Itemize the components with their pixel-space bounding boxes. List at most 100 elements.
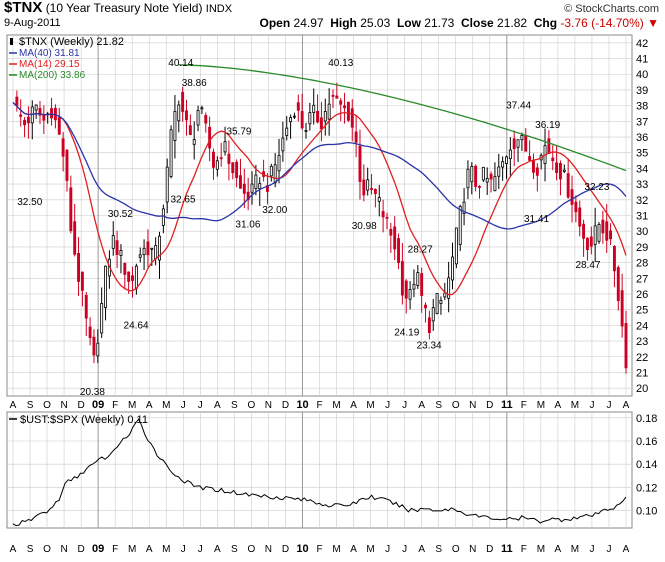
price-candle-body [146,241,150,256]
ratio-panel: 0.100.120.140.160.18A S O N D 09 F M A M J J A S O N D 10… [6,411,657,555]
price-candle-body [605,221,609,241]
price-annotation: 24.19 [394,327,419,338]
price-annotation: 32.23 [584,182,609,193]
price-x-month-label: J [402,400,407,411]
price-x-month-label: F [521,400,527,411]
price-candle-body [15,96,19,106]
price-candle-body [466,168,470,189]
price-y-tick-label: 32 [636,195,648,207]
price-candle-body [227,153,231,164]
price-candle-body [612,246,616,272]
price-candle-body [19,114,23,117]
price-x-month-label: S [231,400,238,411]
price-annotation: 35.79 [226,126,251,137]
price-candle-body [316,110,320,123]
price-candle-body [323,111,327,122]
ratio-y-tick-label: 0.14 [636,459,657,471]
price-candle-body [289,117,293,123]
price-candle-body [38,108,42,116]
price-candle-body [88,326,92,339]
ratio-x-month-label: M [332,544,340,555]
price-candle-body [439,299,443,304]
price-candle-body [188,125,192,136]
price-candle-body [154,245,158,260]
price-candle-body [616,267,620,302]
price-x-month-label: D [77,400,84,411]
price-candle-body [235,161,239,179]
price-candle-body [377,197,381,202]
ratio-x-month-label: J [198,544,203,555]
price-y-tick-label: 25 [636,305,648,317]
price-candle-body [96,342,100,357]
price-candle-body [300,111,304,129]
ratio-x-month-label: A [350,544,357,555]
price-candle-body [481,166,485,181]
price-candle-body [520,135,524,141]
price-candle-body [335,95,339,99]
price-candle-body [485,177,489,183]
price-y-tick-label: 24 [636,320,648,332]
ratio-x-month-label: M [162,544,170,555]
ma200-line [178,64,627,172]
open-value: 24.97 [293,16,324,30]
price-candle-body [420,273,424,296]
price-candle-body [512,138,516,150]
chg-value: -3.76 (-14.70%) [560,16,644,30]
price-x-month-label: D [282,400,289,411]
price-candle-body [219,157,223,160]
price-x-month-label: J [198,400,203,411]
price-candle-body [535,167,539,176]
price-annotation: 28.27 [408,244,433,255]
price-candle-body [389,228,393,236]
price-x-month-label: O [452,400,460,411]
price-candle-body [177,104,181,122]
price-candle-body [69,187,73,232]
price-x-month-label: 11 [501,399,513,411]
ratio-x-month-label: J [589,544,594,555]
legend-candle-swatch [10,38,13,45]
price-candle-body [404,280,408,299]
price-candle-body [173,111,177,141]
price-x-month-label: M [366,400,374,411]
price-candle-body [370,188,374,190]
price-candle-body [501,161,505,168]
price-candle-body [84,294,88,319]
low-value: 21.73 [424,16,455,30]
price-candle-body [308,112,312,125]
price-candle-body [111,235,115,249]
chg-label: Chg [533,16,558,30]
price-y-tick-label: 41 [636,54,648,66]
price-x-month-label: M [537,400,545,411]
price-candle-body [65,149,69,181]
price-x-month-label: 10 [296,399,308,411]
price-annotation: 38.86 [182,78,207,89]
price-y-tick-label: 31 [636,211,648,223]
price-candle-body [458,205,462,245]
price-candle-body [169,129,173,177]
ratio-y-tick-label: 0.12 [636,482,657,494]
price-annotation: 32.00 [262,205,287,216]
ratio-x-month-label: A [623,544,630,555]
price-candle-body [73,221,77,255]
ratio-x-month-label: M [571,544,579,555]
ratio-x-month-label: A [10,544,17,555]
security-name: (10 Year Treasury Note Yield) [45,1,203,15]
price-x-month-label: J [589,400,594,411]
price-annotation: 32.65 [171,195,196,206]
price-annotation: 24.64 [124,320,149,331]
price-candle-body [212,151,215,168]
price-candle-body [269,165,273,177]
symbol: $TNX [4,0,43,16]
price-y-tick-label: 27 [636,273,648,285]
price-x-month-label: M [332,400,340,411]
price-candle-body [331,94,335,97]
price-candle-body [462,201,466,215]
price-candle-body [447,277,451,299]
price-candle-body [343,105,347,109]
price-candle-body [34,104,38,111]
price-annotation: 28.47 [575,260,600,271]
price-candle-body [100,303,104,334]
price-candle-body [373,188,377,194]
ratio-x-month-label: O [247,544,255,555]
price-y-tick-label: 39 [636,85,648,97]
